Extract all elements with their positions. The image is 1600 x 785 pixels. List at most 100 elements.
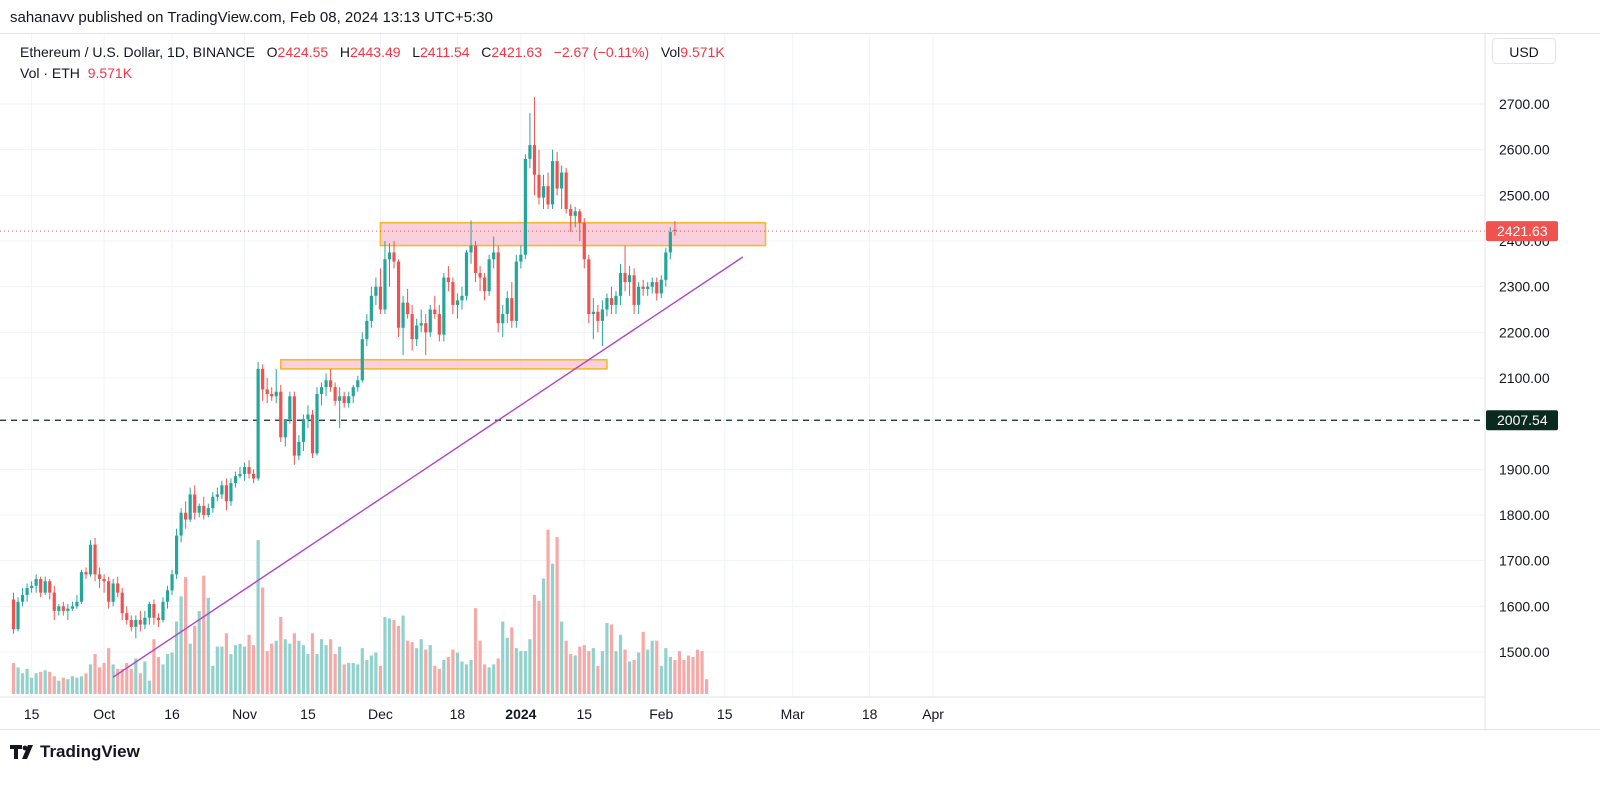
candle-body: [161, 601, 165, 621]
trendline-layer[interactable]: [112, 256, 744, 678]
candle-body: [170, 574, 174, 591]
x-tick-label: 18: [450, 706, 466, 722]
candle-body: [446, 277, 450, 283]
candle-body: [238, 473, 242, 477]
currency-button[interactable]: USD: [1492, 38, 1556, 64]
resistance-zones[interactable]: [279, 221, 767, 370]
candle-body: [369, 295, 373, 321]
volume-bar: [188, 643, 192, 694]
candle-body: [66, 608, 70, 611]
candle-body: [116, 583, 120, 593]
y-tick-label: 1700.00: [1499, 553, 1550, 569]
candle-body: [550, 161, 555, 205]
support-trendline[interactable]: [112, 256, 744, 678]
volume-bar: [16, 667, 20, 694]
candle-body: [315, 393, 319, 454]
time-axis[interactable]: 15 Oct 16 Nov 15 Dec 18 2024 15 Feb 15 Mar 18 Apr: [24, 706, 944, 722]
y-tick-label: 2700.00: [1499, 96, 1550, 112]
candle-body: [84, 572, 88, 575]
candle-body: [641, 286, 645, 289]
volume-bar: [541, 578, 546, 694]
candle-body: [600, 309, 604, 321]
volume-bar: [184, 577, 188, 694]
volume-bar: [614, 651, 618, 694]
volume-bar: [48, 671, 52, 694]
candle-body: [229, 483, 233, 502]
candle-body: [152, 604, 156, 618]
candle-body: [61, 606, 65, 611]
resistance-zone[interactable]: [279, 358, 608, 370]
low-label: L: [412, 44, 421, 60]
candle-body: [464, 252, 469, 296]
volume-bar: [324, 645, 328, 694]
open-value: 2424.55: [277, 44, 329, 60]
volume-bar: [265, 651, 269, 694]
volume-bar: [84, 673, 88, 694]
volume-bar: [270, 643, 274, 694]
volume-bar: [238, 643, 242, 694]
candle-body: [11, 599, 16, 630]
symbol-title[interactable]: Ethereum / U.S. Dollar, 1D, BINANCE: [20, 44, 255, 60]
candle-body: [283, 419, 287, 438]
volume-bar: [297, 640, 301, 694]
candle-body: [569, 209, 573, 216]
candle-body: [242, 467, 247, 474]
tradingview-logo[interactable]: TradingView: [10, 742, 140, 762]
volume-bar: [473, 608, 478, 694]
volume-bar: [519, 651, 523, 694]
volume-bar: [492, 664, 496, 694]
y-tick-label: 2500.00: [1499, 187, 1550, 203]
candle-body: [406, 302, 410, 315]
symbol-legend: Ethereum / U.S. Dollar, 1D, BINANCE O242…: [20, 44, 725, 60]
volume-bar: [582, 645, 586, 694]
candle-body: [261, 368, 265, 390]
volume-series-label[interactable]: Vol · ETH: [20, 65, 80, 81]
grid-lines: [0, 34, 1485, 697]
volume-bar: [528, 639, 532, 694]
volume-bar: [446, 657, 450, 694]
volume-value: 9.571K: [680, 44, 725, 60]
tradingview-logo-text: TradingView: [40, 742, 140, 761]
publisher-text: sahanavv published on TradingView.com, F…: [10, 9, 493, 26]
volume-bar: [392, 620, 396, 694]
volume-bar: [301, 645, 306, 694]
x-tick-label: Apr: [922, 706, 944, 722]
tradingview-logo-icon: [10, 745, 33, 759]
candle-body: [596, 311, 600, 321]
volume-legend: Vol · ETH 9.571K: [20, 65, 132, 81]
candle-body: [165, 590, 170, 602]
candle-body: [573, 211, 577, 216]
x-tick-label: 15: [717, 706, 733, 722]
volume-bar: [460, 661, 464, 694]
candle-body: [48, 581, 52, 593]
price-chart[interactable]: 2700.002600.002500.002400.002300.002200.…: [0, 34, 1600, 729]
volume-bar: [433, 665, 437, 694]
candle-body: [496, 252, 500, 324]
volume-bar: [88, 664, 93, 694]
candle-body: [528, 145, 532, 159]
volume-bar: [374, 652, 378, 694]
candle-body: [387, 252, 392, 260]
candle-body: [319, 387, 324, 394]
volume-bar: [283, 639, 287, 694]
candle-body: [292, 396, 296, 456]
candle-body: [646, 286, 650, 289]
candle-body: [329, 380, 333, 388]
resistance-zone[interactable]: [379, 221, 767, 247]
volume-bar: [605, 622, 609, 694]
candle-body: [505, 298, 509, 315]
candle-body: [578, 211, 582, 223]
volume-bar: [655, 640, 659, 694]
candle-body: [378, 286, 383, 310]
volume-bar: [695, 649, 700, 694]
volume-bar: [274, 640, 278, 694]
candle-body: [30, 585, 34, 589]
price-axis[interactable]: 2700.002600.002500.002400.002300.002200.…: [1486, 96, 1558, 660]
volume-bar: [306, 654, 310, 694]
close-value: 2421.63: [491, 44, 542, 60]
volume-bar: [138, 673, 142, 694]
x-tick-label: Feb: [649, 706, 673, 722]
candle-body: [156, 617, 161, 621]
volume-bar: [396, 625, 401, 694]
candle-body: [365, 320, 369, 340]
